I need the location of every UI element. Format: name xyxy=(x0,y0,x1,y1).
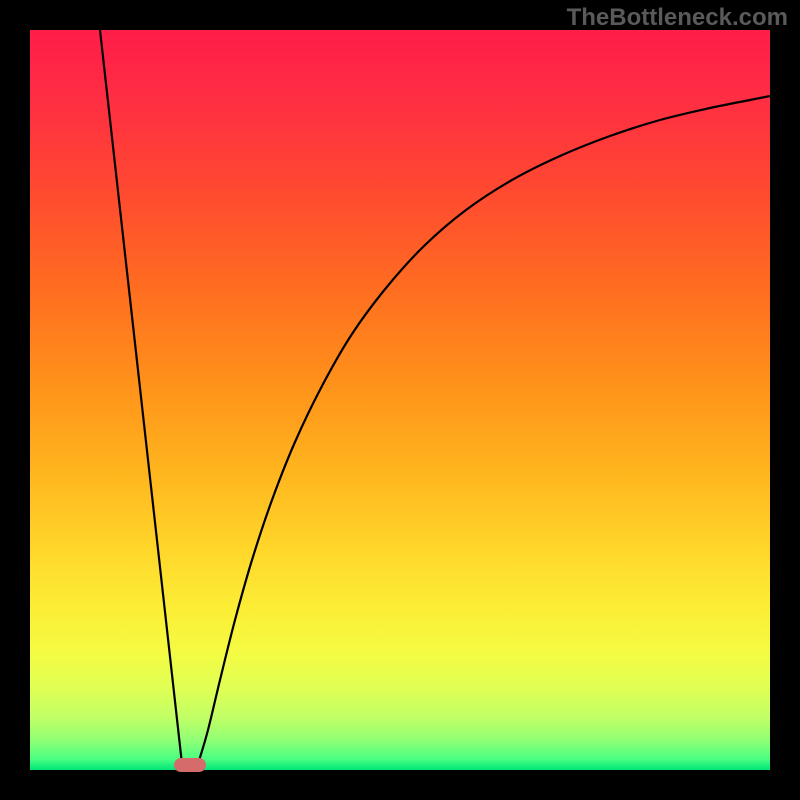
chart-root: TheBottleneck.com xyxy=(0,0,800,800)
bottleneck-curve xyxy=(30,30,770,770)
plot-area xyxy=(30,30,770,770)
watermark-text: TheBottleneck.com xyxy=(567,4,788,32)
optimal-range-marker xyxy=(174,758,206,772)
